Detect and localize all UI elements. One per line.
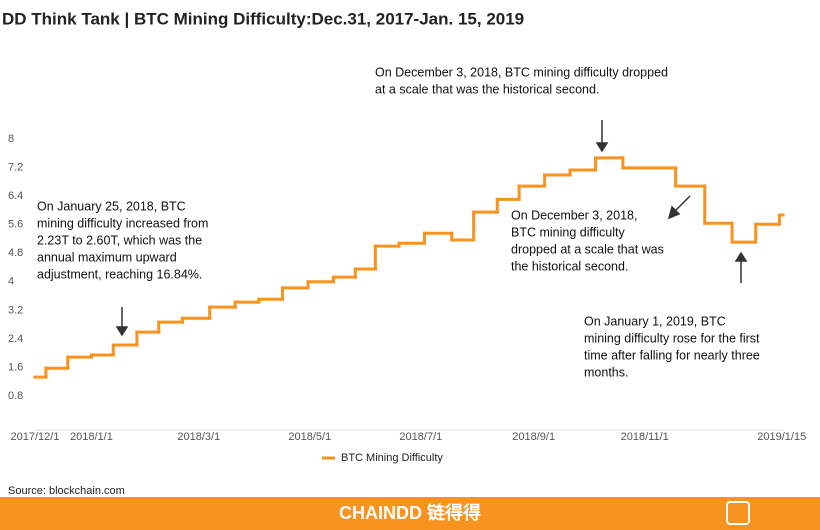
arrows (115, 120, 748, 337)
arrow-head (595, 142, 609, 153)
x-tick-label: 2018/7/1 (399, 431, 442, 443)
annotation: adjustment, reaching 16.84%. (37, 267, 202, 281)
arrow-head (734, 251, 748, 262)
annotation: BTC mining difficulty (511, 225, 625, 239)
annotation: mining difficulty rose for the first (584, 331, 760, 345)
footer-brand: CHAINDD 链得得 (339, 502, 481, 523)
annotation: On January 1, 2019, BTC (584, 314, 726, 328)
y-tick-label: 0.8 (8, 390, 23, 402)
annotation: On December 3, 2018, BTC mining difficul… (375, 65, 668, 79)
y-tick-label: 4.8 (8, 247, 23, 259)
arrow (673, 195, 691, 213)
y-tick-label: 2.4 (8, 333, 23, 345)
x-tick-label: 2018/11/1 (621, 431, 669, 443)
x-tick-label: 2018/1/1 (70, 431, 113, 443)
annotation: mining difficulty increased from (37, 216, 208, 230)
y-tick-label: 8 (8, 133, 14, 145)
logo (726, 501, 750, 525)
annotation: months. (584, 365, 628, 379)
x-tick-label: 2018/9/1 (512, 431, 555, 443)
arrow-head (667, 205, 681, 220)
annotation: On December 3, 2018, (511, 208, 637, 222)
x-tick-label: 2018/5/1 (288, 431, 331, 443)
annotation: dropped at a scale that was (511, 242, 664, 256)
x-tick-label: 2019/1/15 (757, 431, 806, 443)
annotation: the historical second. (511, 259, 628, 273)
x-tick-label: 2018/3/1 (177, 431, 220, 443)
footer-bar (0, 497, 820, 530)
x-tick-label: 2017/12/1 (11, 431, 60, 443)
legend-label: BTC Mining Difficulty (341, 452, 443, 464)
y-tick-label: 7.2 (8, 161, 23, 173)
annotation: at a scale that was the historical secon… (375, 82, 599, 96)
y-tick-label: 6.4 (8, 190, 23, 202)
annotation: annual maximum upward (37, 250, 177, 264)
y-tick-label: 4 (8, 276, 14, 288)
annotation: On January 25, 2018, BTC (37, 199, 186, 213)
annotation: time after falling for nearly three (584, 348, 760, 362)
source: Source: blockchain.com (8, 485, 125, 497)
arrow-head (115, 326, 129, 337)
annotation: 2.23T to 2.60T, which was the (37, 233, 202, 247)
y-tick-label: 3.2 (8, 304, 23, 316)
chart-title: DD Think Tank | BTC Mining Difficulty:De… (2, 9, 524, 28)
y-tick-label: 1.6 (8, 361, 23, 373)
y-tick-label: 5.6 (8, 219, 23, 231)
